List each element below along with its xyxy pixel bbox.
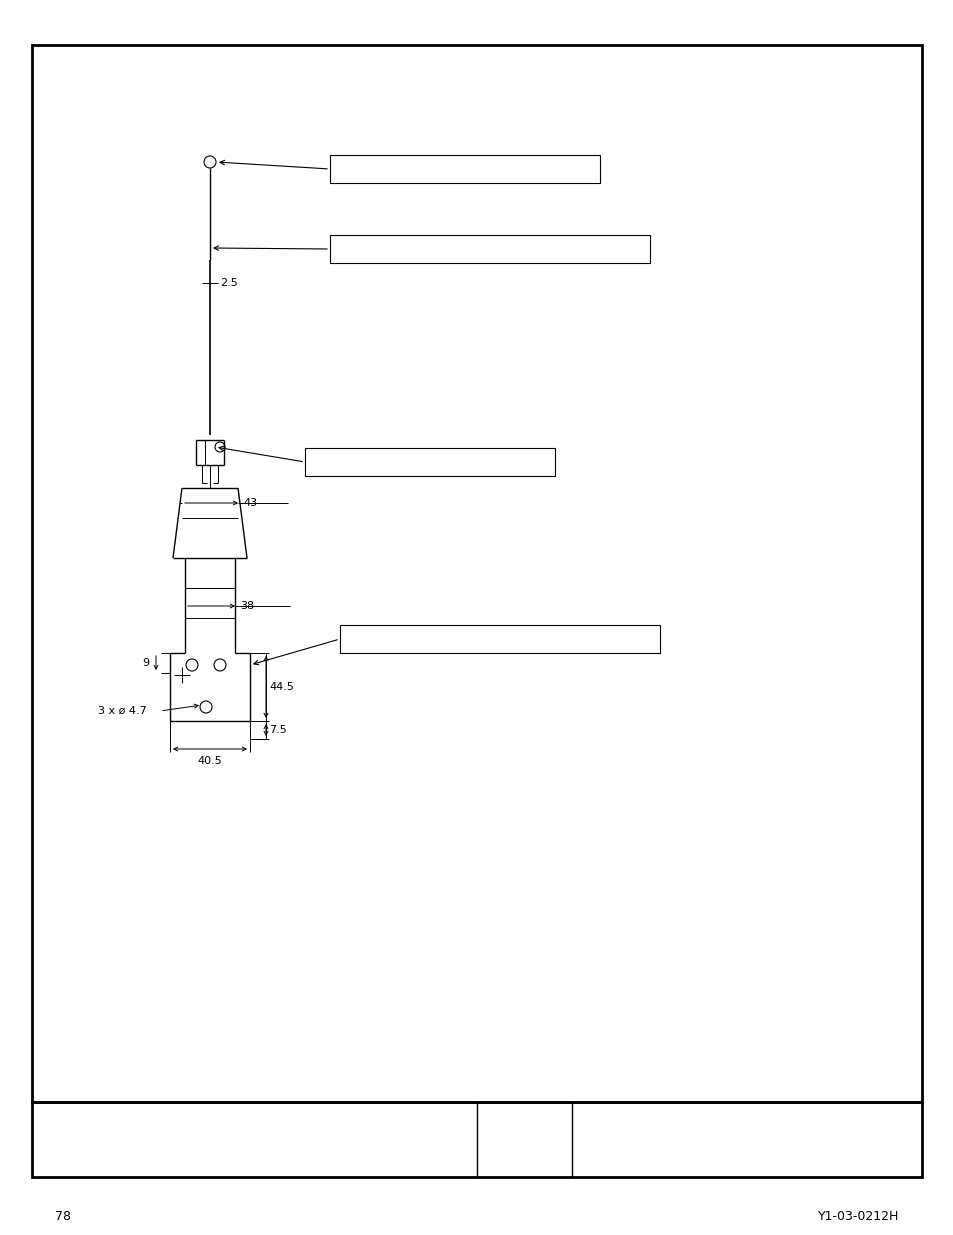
Bar — [330, 156, 599, 183]
Text: Y1-03-0212H: Y1-03-0212H — [817, 1210, 898, 1224]
Circle shape — [204, 156, 215, 168]
Circle shape — [186, 659, 198, 671]
Bar — [339, 625, 659, 653]
Text: 44.5: 44.5 — [269, 682, 294, 692]
Circle shape — [213, 659, 226, 671]
Text: 40.5: 40.5 — [197, 756, 222, 766]
Bar — [32, 44, 921, 1102]
Text: 2.5: 2.5 — [220, 278, 237, 288]
Text: 78: 78 — [55, 1210, 71, 1224]
Text: 43: 43 — [243, 498, 257, 508]
Circle shape — [200, 701, 212, 713]
Bar — [330, 235, 649, 263]
Text: 38: 38 — [240, 601, 253, 611]
Text: 9: 9 — [142, 658, 149, 668]
Text: 3 x ø 4.7: 3 x ø 4.7 — [98, 706, 147, 716]
Circle shape — [214, 442, 225, 452]
Text: 7.5: 7.5 — [269, 725, 287, 735]
Bar — [32, 1102, 921, 1177]
Bar — [305, 448, 555, 475]
